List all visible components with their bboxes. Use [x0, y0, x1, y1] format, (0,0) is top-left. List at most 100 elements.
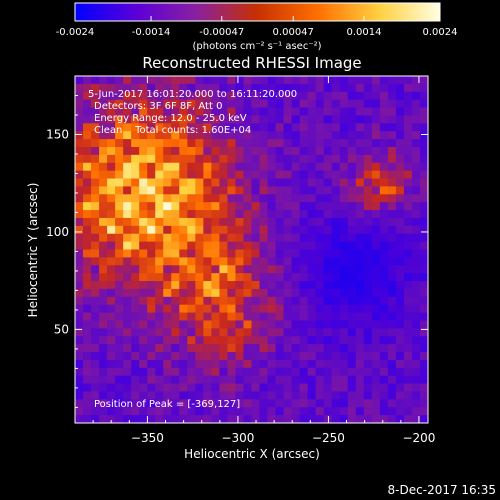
heatmap-cell [379, 375, 389, 385]
heatmap-cell [331, 257, 341, 266]
heatmap-cell [331, 115, 341, 124]
heatmap-cell [347, 336, 357, 345]
heatmap-cell [259, 383, 269, 392]
heatmap-cell [339, 304, 349, 314]
heatmap-cell [275, 233, 285, 243]
heatmap-cell [99, 210, 108, 219]
heatmap-cell [139, 304, 148, 314]
heatmap-cell [131, 257, 140, 266]
heatmap-cell [83, 249, 92, 258]
heatmap-cell [291, 115, 301, 124]
heatmap-cell [147, 115, 156, 124]
heatmap-cell [275, 131, 285, 140]
heatmap-cell [283, 281, 293, 290]
heatmap-cell [163, 210, 172, 219]
heatmap-cell [155, 399, 164, 408]
heatmap-cell [259, 257, 269, 266]
heatmap-cell [347, 281, 357, 290]
heatmap-cell [155, 367, 164, 377]
heatmap-cell [299, 391, 309, 400]
heatmap-cell [363, 383, 373, 392]
heatmap-cell [155, 265, 164, 274]
heatmap-cell [107, 170, 116, 180]
heatmap-cell [315, 352, 325, 361]
heatmap-cell [315, 375, 325, 385]
heatmap-cell [123, 265, 132, 274]
heatmap-cell [347, 107, 357, 116]
heatmap-cell [91, 83, 100, 93]
heatmap-cell [323, 257, 333, 266]
heatmap-cell [219, 115, 228, 124]
heatmap-cell [419, 233, 428, 243]
heatmap-cell [195, 91, 204, 101]
heatmap-cell [131, 241, 140, 250]
heatmap-cell [363, 76, 373, 85]
heatmap-cell [131, 415, 140, 423]
heatmap-cell [387, 107, 397, 116]
heatmap-cell [123, 273, 132, 282]
heatmap-cell [91, 344, 100, 353]
heatmap-cell [371, 383, 381, 392]
heatmap-cell [155, 352, 164, 361]
heatmap-cell [83, 186, 92, 195]
heatmap-cell [195, 367, 204, 377]
heatmap-cell [323, 83, 333, 93]
heatmap-cell [259, 352, 269, 361]
heatmap-cell [251, 225, 261, 235]
heatmap-cell [163, 352, 172, 361]
heatmap-cell [163, 76, 172, 85]
heatmap-cell [275, 202, 285, 211]
heatmap-cell [155, 178, 164, 187]
heatmap-cell [283, 312, 293, 321]
heatmap-cell [75, 241, 84, 250]
heatmap-cell [371, 178, 381, 187]
heatmap-cell [139, 178, 148, 187]
heatmap-cell [179, 241, 188, 250]
heatmap-cell [227, 210, 236, 219]
heatmap-cell [195, 399, 204, 408]
heatmap-cell [99, 281, 108, 290]
heatmap-cell [371, 139, 381, 148]
heatmap-cell [299, 154, 309, 164]
heatmap-cell [411, 312, 421, 321]
heatmap-cell [235, 202, 244, 211]
heatmap-cell [339, 288, 349, 298]
heatmap-cell [347, 375, 357, 385]
heatmap-cell [411, 391, 421, 400]
heatmap-cell [307, 194, 317, 203]
heatmap-cell [107, 352, 116, 361]
heatmap-cell [91, 265, 100, 274]
heatmap-cell [83, 131, 92, 140]
heatmap-cell [179, 336, 188, 345]
heatmap-cell [315, 178, 325, 187]
colorbar-tick-label: -0.00047 [199, 27, 244, 38]
heatmap-cell [323, 328, 333, 337]
heatmap-cell [315, 131, 325, 140]
heatmap-cell [131, 312, 140, 321]
heatmap-cell [323, 288, 333, 298]
heatmap-cell [155, 83, 164, 93]
heatmap-cell [299, 249, 309, 258]
heatmap-cell [411, 328, 421, 337]
heatmap-cell [115, 123, 124, 132]
heatmap-cell [315, 76, 325, 85]
heatmap-cell [115, 115, 124, 124]
heatmap-cell [187, 123, 196, 132]
heatmap-cell [371, 391, 381, 400]
heatmap-cell [251, 312, 261, 321]
heatmap-cell [339, 107, 349, 116]
heatmap-cell [419, 115, 428, 124]
heatmap-cell [115, 383, 124, 392]
heatmap-cell [195, 375, 204, 385]
heatmap-cell [131, 281, 140, 290]
heatmap-cell [243, 210, 252, 219]
heatmap-cell [83, 288, 92, 298]
heatmap-cell [323, 107, 333, 116]
heatmap-cell [83, 320, 92, 329]
heatmap-cell [299, 241, 309, 250]
heatmap-cell [107, 99, 116, 109]
heatmap-cell [291, 178, 301, 187]
heatmap-cell [291, 359, 301, 369]
heatmap-cell [219, 288, 228, 298]
heatmap-cell [403, 83, 413, 93]
